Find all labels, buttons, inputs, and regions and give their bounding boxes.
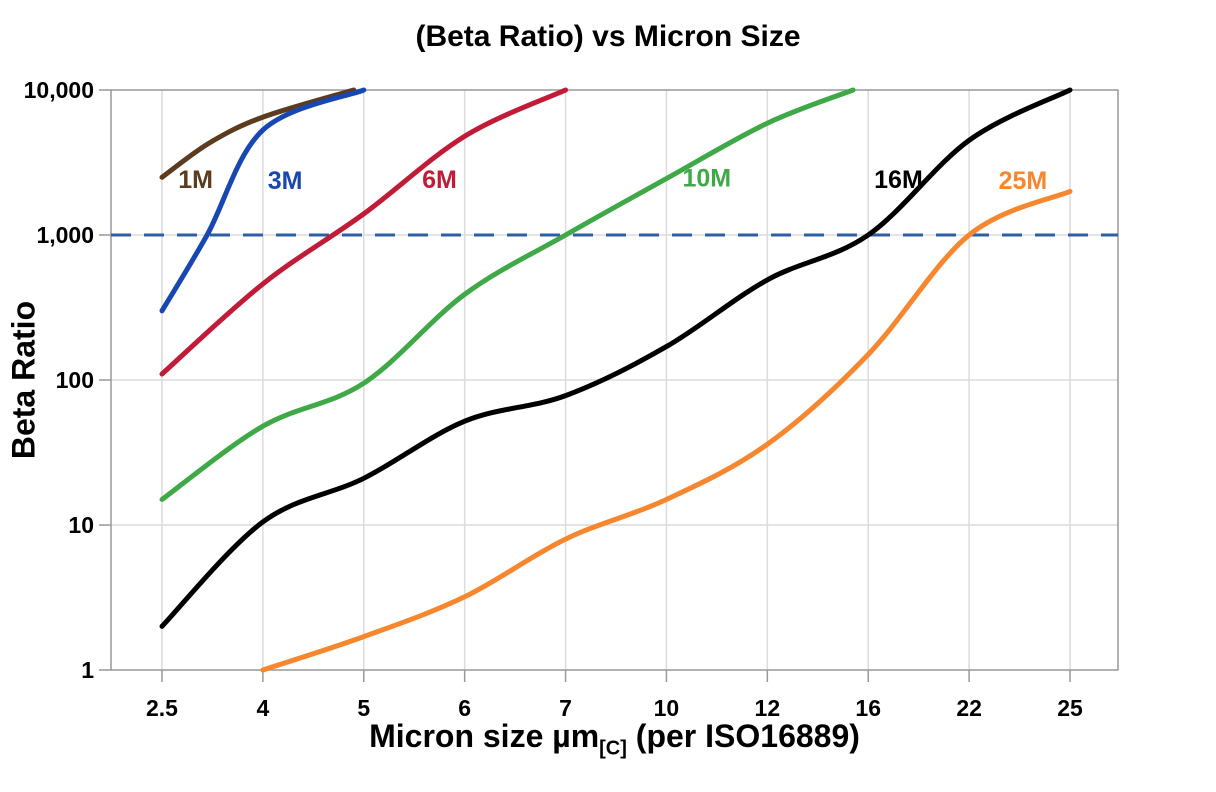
series-label-3m: 3M bbox=[268, 167, 303, 195]
x-tick-label: 22 bbox=[956, 695, 982, 721]
x-tick-label: 12 bbox=[755, 695, 781, 721]
series-curve-3m bbox=[159, 87, 367, 314]
series-label-10m: 10M bbox=[682, 165, 731, 193]
x-tick-label: 5 bbox=[357, 695, 370, 721]
series-label-16m: 16M bbox=[874, 166, 923, 194]
series-curve-16m bbox=[159, 87, 1073, 629]
series-label-1m: 1M bbox=[178, 166, 213, 194]
x-tick-label: 4 bbox=[256, 695, 269, 721]
y-tick-label: 1,000 bbox=[36, 222, 94, 248]
x-tick-label: 6 bbox=[458, 695, 471, 721]
x-axis-title: Micron size µm[C] (per ISO16889) bbox=[111, 718, 1118, 760]
series-label-25m: 25M bbox=[999, 167, 1048, 195]
y-tick-label: 100 bbox=[56, 367, 94, 393]
series-curve-25m bbox=[260, 188, 1073, 673]
x-axis-title-subscript: [C] bbox=[599, 737, 627, 760]
series-label-6m: 6M bbox=[422, 166, 457, 194]
x-tick-label: 7 bbox=[559, 695, 572, 721]
x-tick-label: 16 bbox=[855, 695, 881, 721]
x-axis-title-main: Micron size µm bbox=[369, 718, 600, 754]
y-tick-label: 10 bbox=[68, 512, 94, 538]
series-curve-6m bbox=[159, 87, 569, 377]
series-curve-1m bbox=[159, 87, 357, 180]
chart-title: (Beta Ratio) vs Micron Size bbox=[415, 20, 801, 53]
x-tick-label: 2.5 bbox=[146, 695, 178, 721]
y-tick-label: 10,000 bbox=[24, 77, 94, 103]
series-curve-10m bbox=[159, 87, 856, 502]
x-tick-label: 10 bbox=[654, 695, 680, 721]
x-tick-label: 25 bbox=[1057, 695, 1083, 721]
y-tick-label: 1 bbox=[81, 657, 94, 683]
x-axis-title-suffix: (per ISO16889) bbox=[626, 718, 860, 754]
